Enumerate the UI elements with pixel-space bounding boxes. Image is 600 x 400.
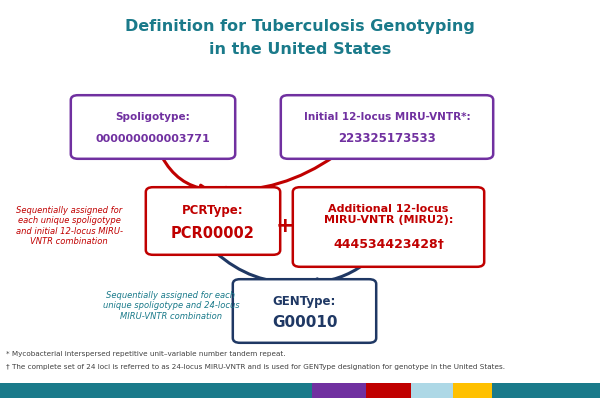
Bar <box>453 383 492 398</box>
Text: Sequentially assigned for each
unique spoligotype and 24-locus
MIRU-VNTR combina: Sequentially assigned for each unique sp… <box>103 291 239 321</box>
Text: 223325173533: 223325173533 <box>338 132 436 145</box>
Text: Spoligotype:: Spoligotype: <box>116 112 190 122</box>
Bar <box>312 383 366 398</box>
Text: G00010: G00010 <box>272 315 337 330</box>
Text: Additional 12-locus
MIRU-VNTR (MIRU2):: Additional 12-locus MIRU-VNTR (MIRU2): <box>324 204 453 225</box>
Text: in the United States: in the United States <box>209 42 391 58</box>
Text: * Mycobacterial interspersed repetitive unit–variable number tandem repeat.: * Mycobacterial interspersed repetitive … <box>6 351 286 357</box>
Bar <box>492 383 600 398</box>
Bar <box>0 383 312 398</box>
Text: PCR00002: PCR00002 <box>171 226 255 241</box>
Text: † The complete set of 24 loci is referred to as 24-locus MIRU-VNTR and is used f: † The complete set of 24 loci is referre… <box>6 364 505 370</box>
Text: +: + <box>275 216 295 236</box>
FancyBboxPatch shape <box>146 187 280 255</box>
Text: 444534423428†: 444534423428† <box>333 238 444 251</box>
Text: Definition for Tuberculosis Genotyping: Definition for Tuberculosis Genotyping <box>125 18 475 34</box>
Text: Initial 12-locus MIRU-VNTR*:: Initial 12-locus MIRU-VNTR*: <box>304 112 470 122</box>
FancyBboxPatch shape <box>293 187 484 267</box>
Text: GENType:: GENType: <box>273 295 336 308</box>
FancyBboxPatch shape <box>233 279 376 343</box>
Text: 000000000003771: 000000000003771 <box>95 134 211 144</box>
Bar <box>411 383 453 398</box>
Text: PCRType:: PCRType: <box>182 204 244 217</box>
FancyBboxPatch shape <box>281 95 493 159</box>
FancyBboxPatch shape <box>71 95 235 159</box>
Text: Sequentially assigned for
each unique spoligotype
and initial 12-locus MIRU-
VNT: Sequentially assigned for each unique sp… <box>16 206 122 246</box>
Bar <box>366 383 411 398</box>
